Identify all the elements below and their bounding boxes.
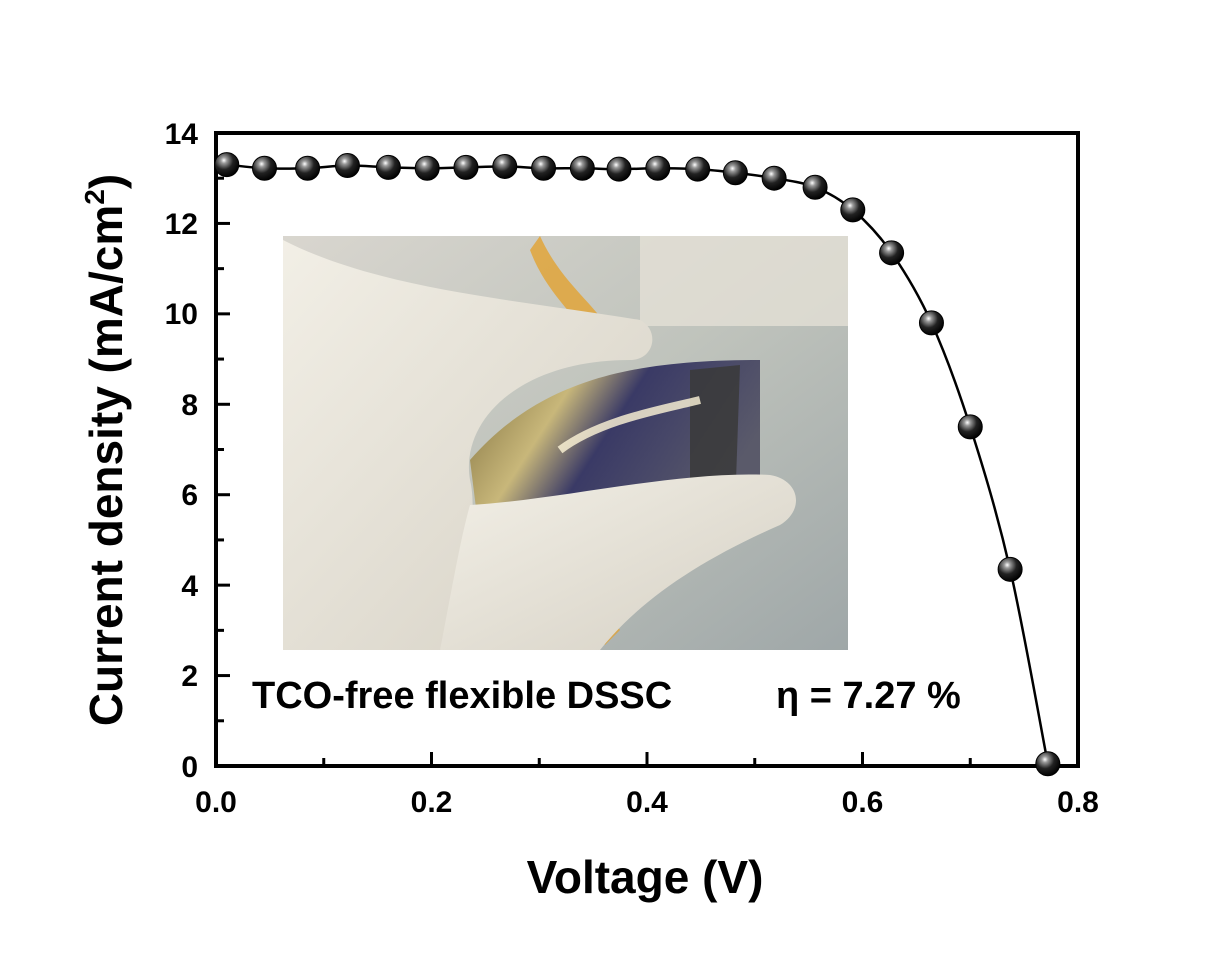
x-tick-label: 0.6: [842, 786, 884, 819]
x-axis-title: Voltage (V): [527, 851, 764, 903]
data-point: [214, 152, 240, 178]
x-tick-label: 0.8: [1057, 786, 1099, 819]
data-point: [569, 155, 595, 181]
y-tick-label: 0: [181, 751, 198, 784]
data-point: [251, 155, 277, 181]
y-tick-label: 14: [165, 118, 199, 151]
data-point: [1035, 751, 1061, 777]
data-point: [722, 160, 748, 186]
data-point: [802, 174, 828, 200]
x-tick-label: 0.2: [411, 786, 453, 819]
data-point: [375, 154, 401, 180]
data-point: [453, 154, 479, 180]
y-tick-label: 12: [165, 208, 198, 241]
data-point: [957, 414, 983, 440]
data-point: [997, 556, 1023, 582]
data-point: [334, 153, 360, 179]
data-point: [492, 153, 518, 179]
device-label: TCO-free flexible DSSC: [252, 675, 672, 717]
data-point: [879, 240, 905, 266]
y-tick-labels: 0 2 4 6 8 10 12 14: [165, 118, 199, 784]
data-point: [414, 155, 440, 181]
data-point: [840, 197, 866, 223]
y-axis-title: Current density (mA/cm2): [79, 174, 132, 726]
inset-photo: [283, 236, 848, 650]
y-tick-label: 4: [181, 570, 198, 603]
data-point: [531, 155, 557, 181]
y-tick-label: 10: [165, 298, 198, 331]
data-point: [761, 165, 787, 191]
x-tick-label: 0.0: [195, 786, 237, 819]
axis-ticks: [214, 131, 1080, 768]
x-tick-labels: 0.0 0.2 0.4 0.6 0.8: [195, 786, 1099, 819]
efficiency-label: η = 7.27 %: [776, 675, 961, 717]
data-point: [918, 310, 944, 336]
data-point: [645, 155, 671, 181]
y-tick-label: 8: [181, 389, 198, 422]
data-points: [214, 152, 1061, 777]
y-tick-label: 2: [181, 660, 198, 693]
data-point: [295, 155, 321, 181]
y-tick-label: 6: [181, 479, 198, 512]
data-point: [685, 156, 711, 182]
x-tick-label: 0.4: [626, 786, 668, 819]
data-point: [606, 156, 632, 182]
